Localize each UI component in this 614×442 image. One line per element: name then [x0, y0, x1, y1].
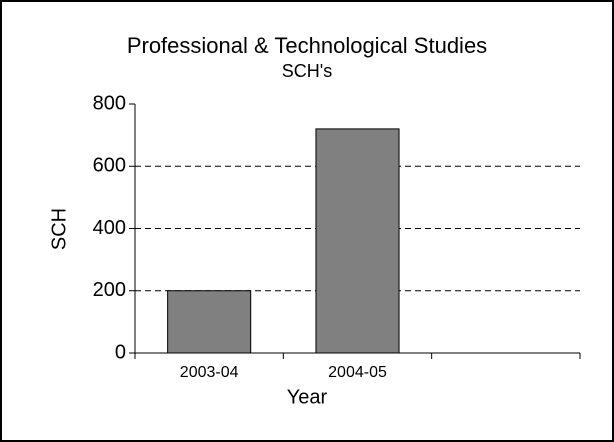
y-tick-label: 0 [115, 341, 126, 363]
bar [167, 290, 252, 354]
x-axis-label: Year [287, 386, 328, 408]
x-tick-label: 2003-04 [180, 364, 239, 381]
x-tick-label: 2004-05 [328, 364, 387, 381]
y-tick-label: 400 [93, 217, 126, 239]
y-tick-label: 200 [93, 279, 126, 301]
y-tick-label: 600 [93, 155, 126, 177]
chart-subtitle: SCH's [282, 61, 332, 81]
chart-title: Professional & Technological Studies [127, 33, 487, 58]
y-tick-label: 800 [93, 92, 126, 114]
y-axis-label: SCH [48, 208, 70, 250]
bar [315, 128, 400, 354]
